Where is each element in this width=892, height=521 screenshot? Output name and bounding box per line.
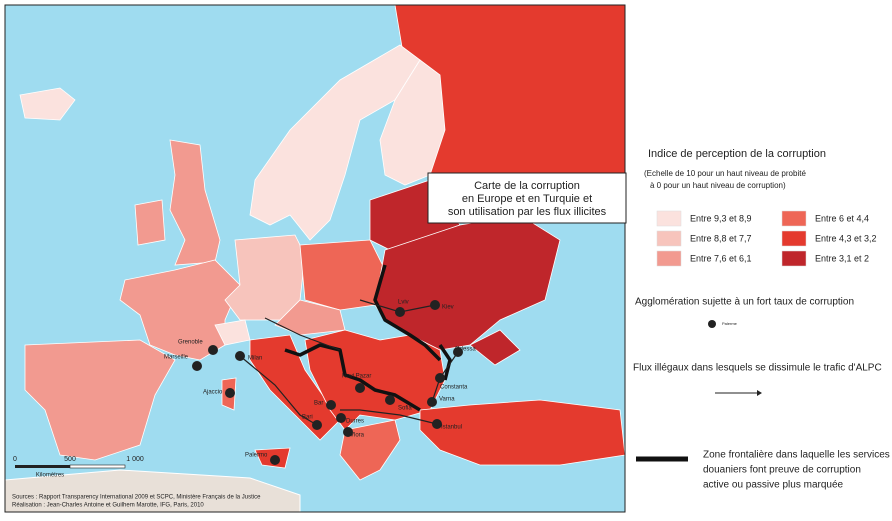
scale-tick: 1 000: [126, 456, 144, 463]
city-label: Vlora: [350, 433, 365, 439]
border-line: [373, 264, 442, 362]
city-label: Kiev: [442, 305, 454, 311]
city-dot: [326, 400, 336, 410]
legend-title: Indice de perception de la corruption: [648, 148, 826, 160]
map-title: en Europe et en Turquie et: [462, 193, 592, 205]
legend-border-label: Zone frontalière dans laquelle les servi…: [703, 450, 890, 461]
legend: Indice de perception de la corruption (E…: [633, 148, 890, 491]
city-label: Novi Pazar: [342, 374, 371, 380]
legend-swatch: [656, 230, 682, 247]
city-dot: [225, 388, 235, 398]
borders: [284, 264, 452, 412]
city-dot: [427, 397, 437, 407]
city-dot: [312, 420, 322, 430]
legend-swatch: [656, 210, 682, 227]
legend-class-label: Entre 7,6 et 6,1: [690, 253, 752, 263]
map-frame: [4, 4, 626, 513]
legend-swatch: [656, 250, 682, 267]
cities: Grenoble Marseille Milan Ajaccio Bar Bari Pale…: [164, 300, 476, 465]
city-label: Constanta: [440, 385, 468, 391]
scandinavia: [249, 44, 421, 241]
city-dot: [453, 347, 463, 357]
city-dot: [235, 351, 245, 361]
turkey: [419, 399, 626, 466]
city-label: Sofia: [398, 406, 412, 412]
city-label: Bari: [302, 415, 313, 421]
city-dot: [385, 395, 395, 405]
legend-swatch: [781, 250, 807, 267]
city-label: Bar: [314, 401, 323, 407]
source-text: Sources : Rapport Transparency Internati…: [12, 495, 261, 501]
legend-subtitle: à 0 pour un haut niveau de corruption): [650, 181, 786, 190]
legend-city-example: Palerme: [722, 321, 738, 326]
flux-arrow: [264, 317, 341, 351]
city-label: Varna: [439, 397, 455, 403]
city-label: Ajaccio: [203, 390, 223, 396]
iceland: [19, 87, 76, 121]
scale-unit: Kilomètres: [36, 473, 64, 479]
source-text: Réalisation : Jean-Charles Antoine et Gu…: [12, 503, 204, 509]
map-title: Carte de la corruption: [474, 180, 580, 192]
scale-tick: 0: [13, 456, 17, 463]
border-line: [438, 344, 452, 381]
legend-swatch: [781, 230, 807, 247]
legend-class-label: Entre 8,8 et 7,7: [690, 233, 752, 243]
scale-segment: [15, 465, 70, 468]
legend-border-label: active ou passive plus marquée: [703, 480, 844, 491]
legend-class-label: Entre 9,3 et 8,9: [690, 213, 752, 223]
city-dot: [435, 373, 445, 383]
city-label: Palermo: [245, 453, 268, 459]
legend-swatch: [781, 210, 807, 227]
city-dot: [430, 300, 440, 310]
city-dot: [270, 455, 280, 465]
city-label: Lviv: [398, 300, 409, 306]
flux-arrow: [340, 409, 438, 425]
scale-segment: [69, 464, 126, 469]
city-label: Grenoble: [178, 340, 203, 346]
city-label: Marseille: [164, 355, 189, 361]
ireland: [134, 199, 166, 246]
city-dot: [208, 345, 218, 355]
border-line: [284, 343, 421, 412]
city-label: Milan: [248, 356, 262, 362]
legend-subtitle: (Echelle de 10 pour un haut niveau de pr…: [644, 169, 806, 178]
map-title: son utilisation par les flux illicites: [448, 206, 607, 218]
flux-arrow: [239, 355, 318, 426]
title-box: [427, 172, 627, 224]
legend-flux-label: Flux illégaux dans lesquels se dissimule…: [633, 363, 882, 374]
city-dot: [343, 427, 353, 437]
city-label: Istanbul: [441, 425, 462, 431]
countries: [4, 4, 626, 513]
legend-border-label: douaniers font preuve de corruption: [703, 465, 861, 476]
legend-city-label: Agglomération sujette à un fort taux de …: [635, 297, 854, 308]
legend-city-dot: [708, 320, 716, 328]
greece: [339, 419, 401, 481]
legend-flux-arrowhead: [757, 390, 762, 396]
scale-bar: 0 500 1 000 Kilomètres: [13, 456, 144, 479]
city-dot: [355, 383, 365, 393]
poland: [299, 239, 386, 311]
city-label: Durres: [346, 419, 364, 425]
uk: [169, 139, 221, 266]
city-label: Odessa: [455, 347, 476, 353]
scale-tick: 500: [64, 456, 76, 463]
legend-class-label: Entre 3,1 et 2: [815, 253, 869, 263]
city-dot: [336, 413, 346, 423]
legend-class-label: Entre 4,3 et 3,2: [815, 233, 877, 243]
iberia: [24, 339, 176, 461]
city-dot: [192, 361, 202, 371]
city-dot: [432, 419, 442, 429]
legend-class-label: Entre 6 et 4,4: [815, 213, 869, 223]
crimea: [469, 329, 521, 366]
central-europe: [274, 299, 346, 336]
city-dot: [395, 307, 405, 317]
